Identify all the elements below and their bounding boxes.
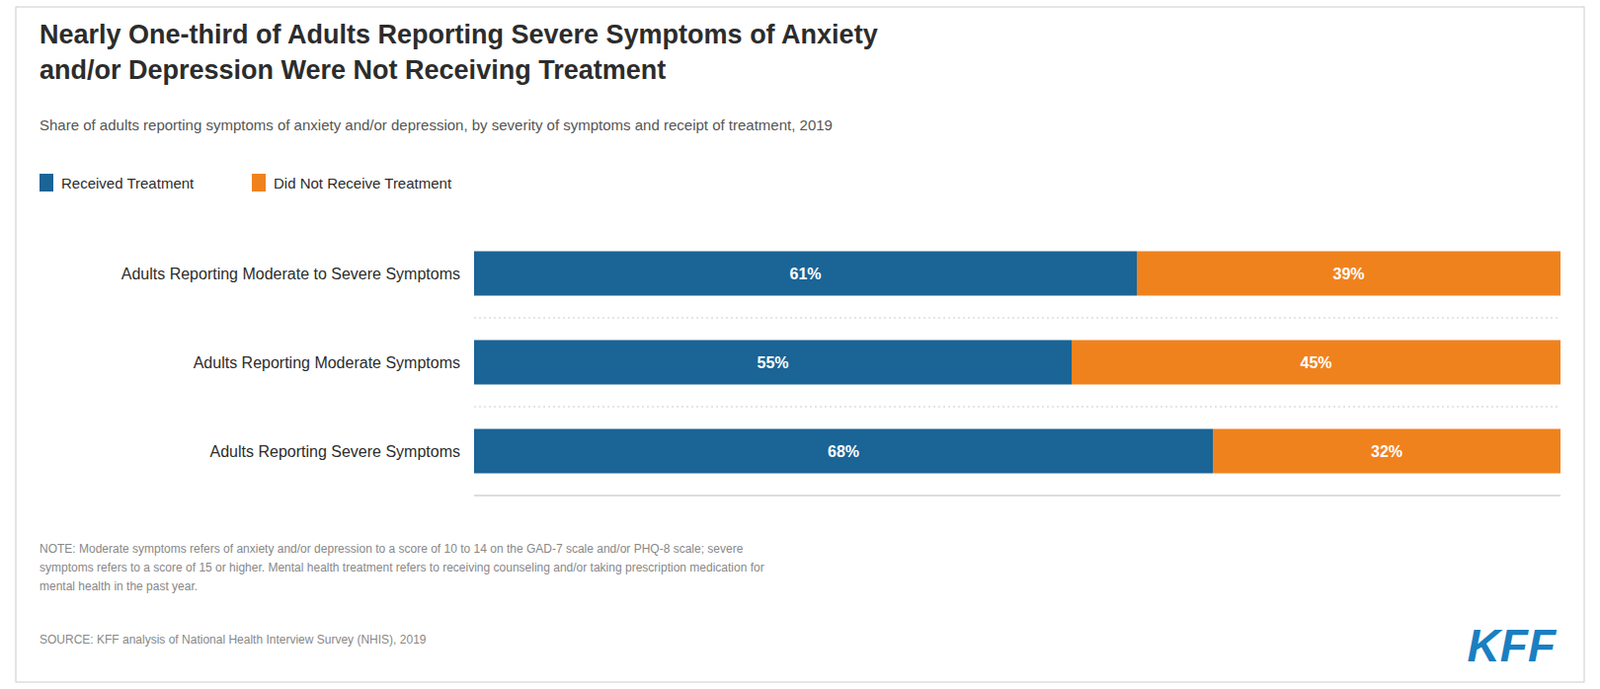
bar: [474, 429, 1213, 475]
data-label: 55%: [756, 354, 789, 372]
bar: [1212, 429, 1561, 475]
text-line: mental health in the past year.: [39, 579, 198, 594]
category-label: Adults Reporting Moderate to Severe Symp…: [121, 265, 461, 283]
text-line: NOTE: Moderate symptoms refers of anxiet…: [39, 542, 744, 557]
chart: Nearly One-third of Adults Reporting Sev…: [0, 0, 1600, 689]
text-line: Nearly One-third of Adults Reporting Sev…: [39, 19, 879, 50]
legend-swatch: [39, 173, 54, 192]
labels: Adults Reporting Moderate to Severe Symp…: [121, 265, 1403, 461]
data-label: 45%: [1299, 354, 1332, 372]
border: [15, 6, 1585, 683]
text-line: and/or Depression Were Not Receiving Tre…: [39, 55, 666, 85]
bars: [474, 251, 1561, 475]
category-label: Adults Reporting Severe Symptoms: [210, 443, 461, 461]
title: Nearly One-third of Adults Reporting Sev…: [39, 19, 879, 85]
bar: [1071, 340, 1561, 386]
data-label: 32%: [1370, 443, 1403, 461]
logo: KFF: [1467, 620, 1558, 672]
legend-label: Received Treatment: [61, 174, 195, 192]
legend-swatch: [251, 173, 266, 192]
separator: [474, 406, 1561, 408]
note: NOTE: Moderate symptoms refers of anxiet…: [39, 542, 765, 594]
data-label: 68%: [827, 443, 860, 461]
category-label: Adults Reporting Moderate Symptoms: [193, 354, 461, 372]
text-line: SOURCE: KFF analysis of National Health …: [39, 633, 427, 647]
bar: [474, 340, 1072, 386]
legend-label: Did Not Receive Treatment: [273, 174, 453, 192]
bar: [474, 251, 1137, 297]
separator: [474, 318, 1561, 320]
x-axis-line: [474, 495, 1561, 497]
data-label: 39%: [1332, 265, 1364, 283]
source: SOURCE: KFF analysis of National Health …: [39, 633, 427, 647]
data-label: 61%: [789, 265, 821, 283]
background: [0, 0, 1600, 689]
bar: [1136, 251, 1561, 297]
text-line: symptoms refers to a score of 15 or high…: [39, 560, 765, 575]
subtitle: Share of adults reporting symptoms of an…: [39, 116, 833, 134]
